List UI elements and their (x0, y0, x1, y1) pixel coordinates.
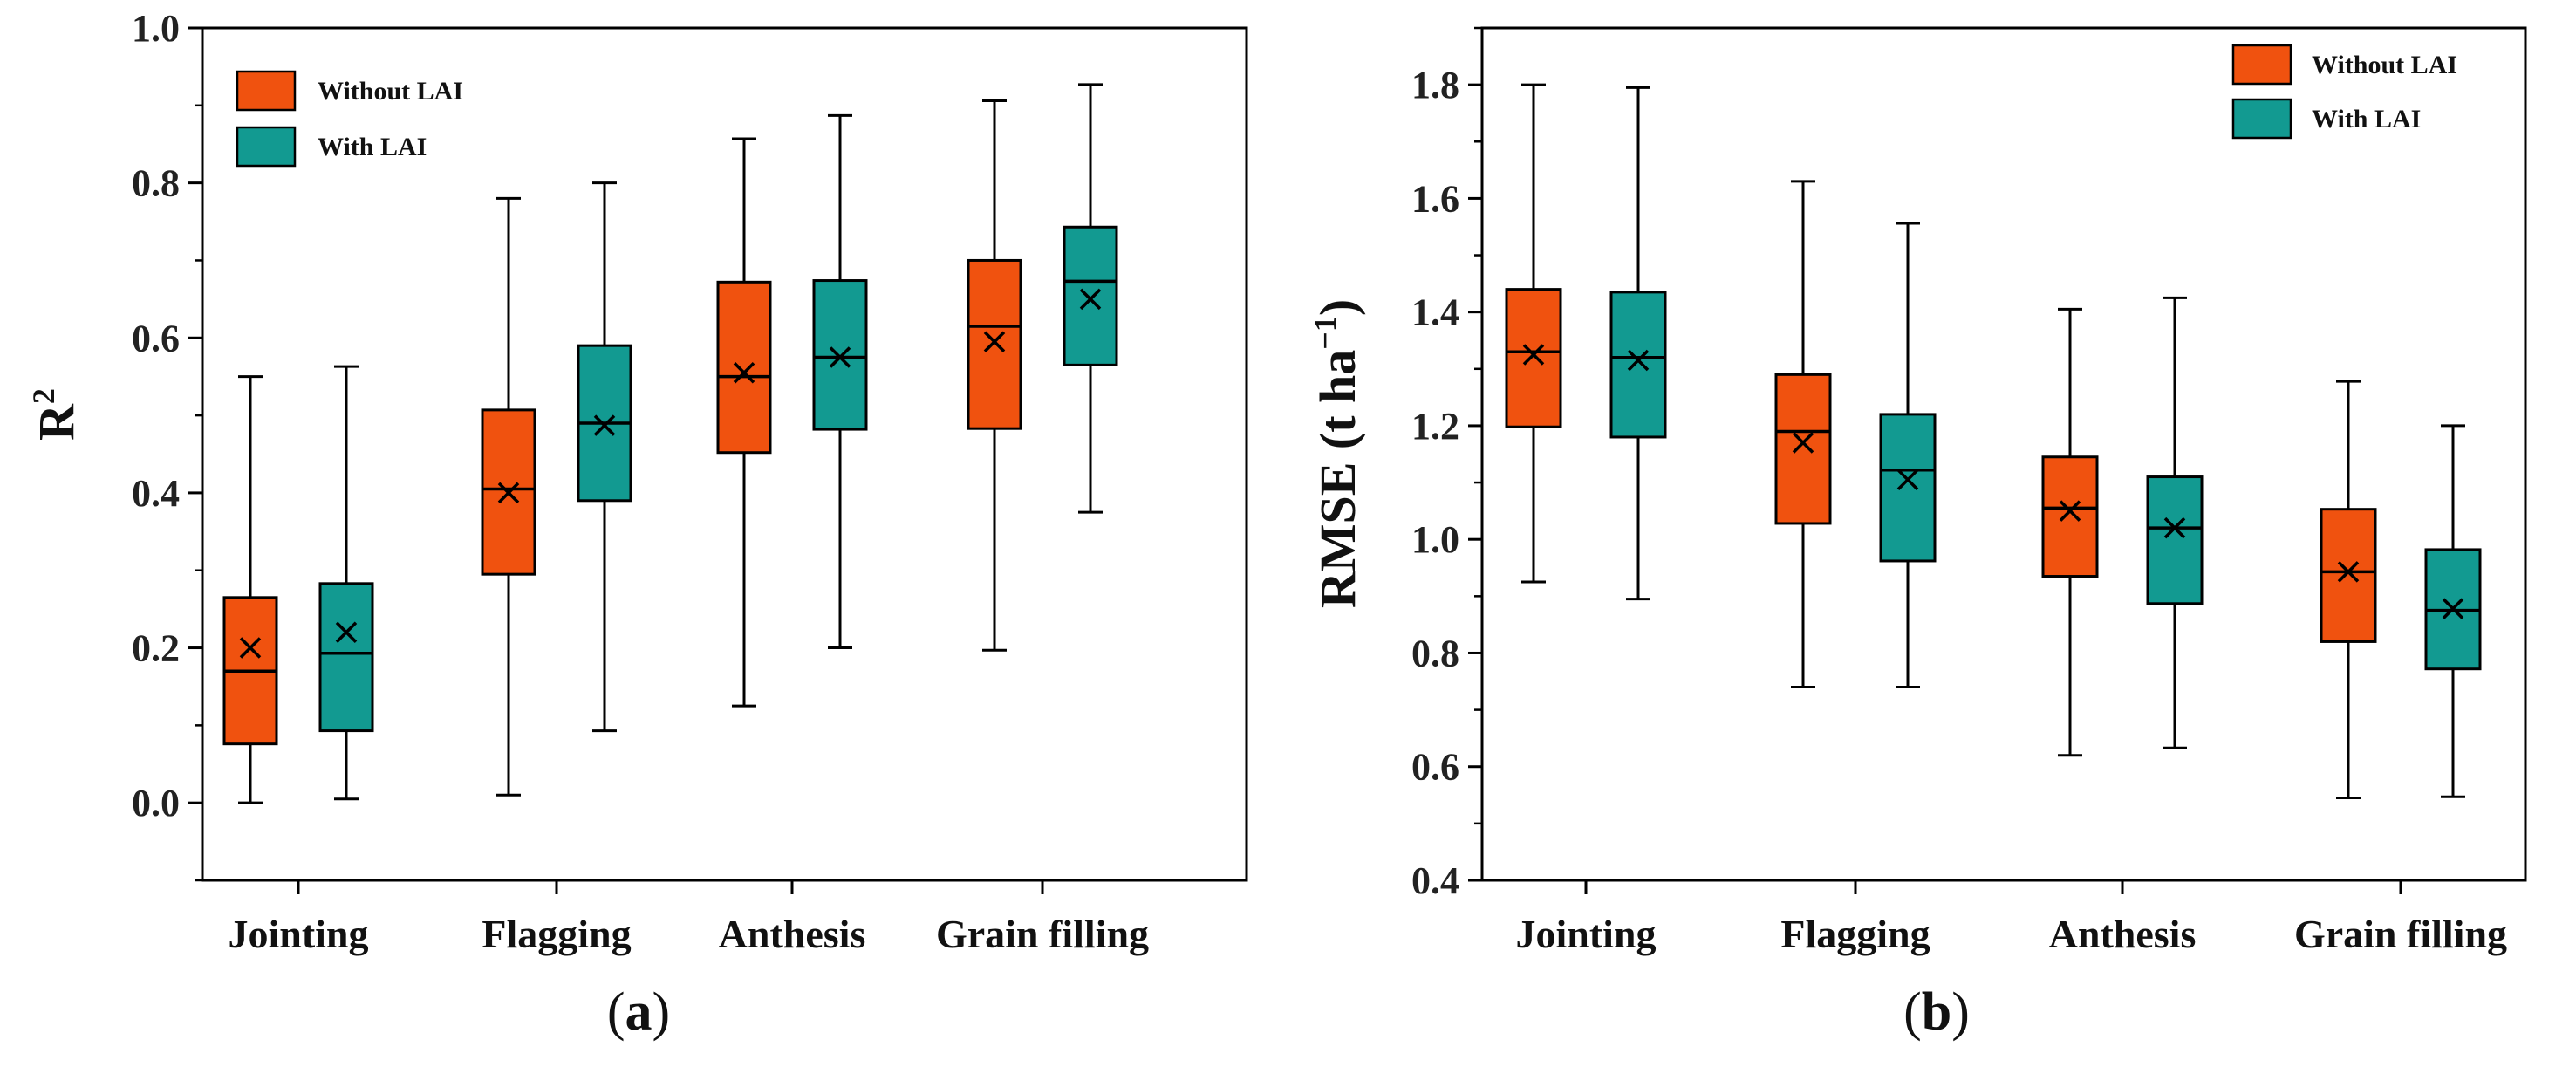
panel-a-r2-chart: 0.0 0.2 0.4 0.6 0.8 1.0 Jointing Flagging Anthe… (26, 7, 1248, 1042)
panel-a-with-lai-flagging-mean-stroke-2 (593, 414, 616, 436)
panel-b-without-lai-grain-filling-box (2320, 508, 2377, 643)
panel-b-without-lai-jointing-box (1505, 288, 1562, 428)
panel-b-y-tick-label: 1.4 (1411, 291, 1459, 334)
panel-b-y-axis-label: RMSE (t ha−1) (1308, 299, 1366, 608)
panel-b-without-lai-grain-filling-mean-marker (2337, 561, 2360, 583)
panel-a-legend-label-without: Without LAI (318, 77, 463, 106)
panel-a-without-lai-anthesis-mean-marker (733, 362, 755, 384)
panel-b-boxes (1505, 83, 2482, 800)
panel-b-y-axis-label-sup: −1 (1308, 316, 1343, 350)
panel-b-y-tick-label: 0.4 (1411, 859, 1459, 902)
panel-a-y-tick-label: 0.8 (132, 162, 180, 205)
panel-a-label-letter: a (625, 982, 653, 1042)
panel-b-without-lai-anthesis-mean-marker (2059, 500, 2081, 522)
panel-b-category-label: Grain filling (2294, 912, 2507, 956)
panel-b-label-letter: b (1922, 982, 1951, 1042)
panel-a-with-lai-grain-filling-box (1063, 225, 1118, 366)
panel-a-with-lai-grain-filling-mean-marker (1079, 288, 1102, 311)
panel-a-y-ticks: 0.0 0.2 0.4 0.6 0.8 1.0 (132, 7, 202, 882)
panel-b-without-lai-anthesis-box (2041, 455, 2099, 578)
panel-b-legend-swatch-with (2231, 98, 2292, 140)
panel-a-y-tick-label: 0.0 (132, 782, 180, 824)
panel-b-rmse-chart: 0.4 0.6 0.8 1.0 1.2 1.4 1.6 1.8 Jointing Flaggin… (1308, 26, 2527, 1042)
panel-b-with-lai-jointing-mean-marker (1627, 349, 1650, 372)
panel-a-category-label: Anthesis (719, 912, 866, 956)
panel-b-x-ticks: Jointing Flagging Anthesis Grain filling (1515, 880, 2507, 956)
panel-b-category-label: Anthesis (2049, 912, 2197, 956)
panel-a-category-label: Jointing (228, 912, 368, 956)
panel-a-without-lai-grain-filling-mean-stroke-2 (983, 331, 1006, 352)
panel-b-without-lai-jointing-mean-marker (1522, 344, 1545, 366)
panel-b-with-lai-anthesis-mean-stroke-2 (2163, 516, 2186, 539)
panel-b-y-axis-label-close: ) (1309, 299, 1366, 316)
panel-a-legend-label-with: With LAI (318, 133, 427, 161)
panel-a-boxes (222, 83, 1118, 804)
panel-a-y-tick-label: 0.6 (132, 317, 180, 359)
panel-b-y-tick-label: 1.2 (1411, 405, 1459, 448)
panel-b-category-label: Jointing (1515, 912, 1656, 956)
panel-b-with-lai-grain-filling-mean-stroke-2 (2442, 598, 2464, 619)
panel-b-without-lai-flagging-mean-marker (1792, 432, 1814, 454)
panel-b-with-lai-flagging-box (1879, 413, 1937, 563)
panel-a-category-label: Grain filling (936, 912, 1149, 956)
panel-b-with-lai-jointing-box (1609, 291, 1667, 439)
panel-b-with-lai-jointing-mean-stroke-2 (1627, 349, 1650, 372)
panel-a-x-ticks: Jointing Flagging Anthesis Grain filling (228, 880, 1149, 956)
panel-a-y-tick-label: 0.4 (132, 472, 180, 515)
panel-b-without-lai-flagging-box (1774, 373, 1832, 525)
panel-a-without-lai-grain-filling-mean-marker (983, 331, 1006, 352)
panel-a-without-lai-jointing-mean-marker (239, 637, 262, 659)
panel-b-y-tick-label: 0.6 (1411, 746, 1459, 789)
panel-a-y-axis-label: R2 (26, 388, 85, 441)
panel-a-without-lai-anthesis-box (716, 280, 772, 455)
panel-b-with-lai-flagging-mean-stroke-2 (1896, 469, 1919, 491)
panel-a-y-axis-label-main: R (28, 403, 85, 441)
panel-b-with-lai-anthesis-mean-marker (2163, 516, 2186, 539)
panel-a-legend: Without LAI With LAI (236, 70, 463, 168)
panel-b-without-lai-jointing-mean-stroke-2 (1522, 344, 1545, 366)
panel-b-category-label: Flagging (1780, 912, 1930, 956)
panel-b-y-axis-label-main: RMSE (t ha (1309, 350, 1366, 608)
panel-a-y-tick-label: 1.0 (132, 7, 180, 50)
panel-b-with-lai-grain-filling-mean-marker (2442, 598, 2464, 619)
panel-b-without-lai-grain-filling-mean-stroke-2 (2337, 561, 2360, 583)
panel-b-y-tick-label: 1.8 (1411, 64, 1459, 106)
panel-a-with-lai-anthesis-box (812, 279, 868, 431)
panel-b-without-lai-anthesis-mean-stroke-2 (2059, 500, 2081, 522)
panel-a-plot-frame (201, 26, 1248, 882)
panel-b-legend-label-with: With LAI (2312, 105, 2421, 133)
panel-a-without-lai-anthesis-mean-stroke-2 (733, 362, 755, 384)
panel-a-without-lai-flagging-mean-marker (497, 482, 520, 504)
panel-b-without-lai-flagging-mean-stroke-2 (1792, 432, 1814, 454)
panel-b-y-tick-label: 1.6 (1411, 177, 1459, 220)
panel-a-y-axis-label-sup: 2 (26, 388, 61, 404)
panel-a-with-lai-anthesis-mean-stroke-2 (829, 346, 851, 368)
panel-b-y-ticks: 0.4 0.6 0.8 1.0 1.2 1.4 1.6 1.8 (1411, 26, 1482, 902)
panel-a-with-lai-jointing-mean-stroke-2 (335, 621, 358, 644)
panel-a-without-lai-flagging-mean-stroke-2 (497, 482, 520, 504)
panel-a-without-lai-jointing-mean-stroke-2 (239, 637, 262, 659)
panel-b-with-lai-flagging-mean-marker (1896, 469, 1919, 491)
panel-b-label: (b) (1903, 982, 1970, 1042)
panel-a-with-lai-grain-filling-mean-stroke-2 (1079, 288, 1102, 311)
panel-a-category-label: Flagging (482, 912, 631, 956)
panel-a-with-lai-anthesis-mean-marker (829, 346, 851, 368)
panel-a-with-lai-flagging-mean-marker (593, 414, 616, 436)
panel-b-legend: Without LAI With LAI (2231, 44, 2457, 140)
panel-a-label: (a) (607, 982, 670, 1042)
panel-b-plot-frame (1480, 26, 2527, 882)
panel-a-legend-swatch-with (236, 126, 297, 168)
panel-a-with-lai-jointing-mean-marker (335, 621, 358, 644)
panel-b-legend-swatch-without (2231, 44, 2292, 86)
panel-a-y-tick-label: 0.2 (132, 627, 180, 670)
panel-a-without-lai-flagging-box (481, 408, 536, 576)
panel-b-y-tick-label: 1.0 (1411, 518, 1459, 561)
panel-a-with-lai-jointing-box (318, 582, 374, 733)
panel-b-with-lai-anthesis-box (2146, 475, 2204, 605)
panel-a-legend-swatch-without (236, 70, 297, 112)
panel-b-legend-label-without: Without LAI (2312, 51, 2457, 79)
panel-a-without-lai-grain-filling-box (967, 258, 1022, 430)
panel-b-y-tick-label: 0.8 (1411, 632, 1459, 674)
